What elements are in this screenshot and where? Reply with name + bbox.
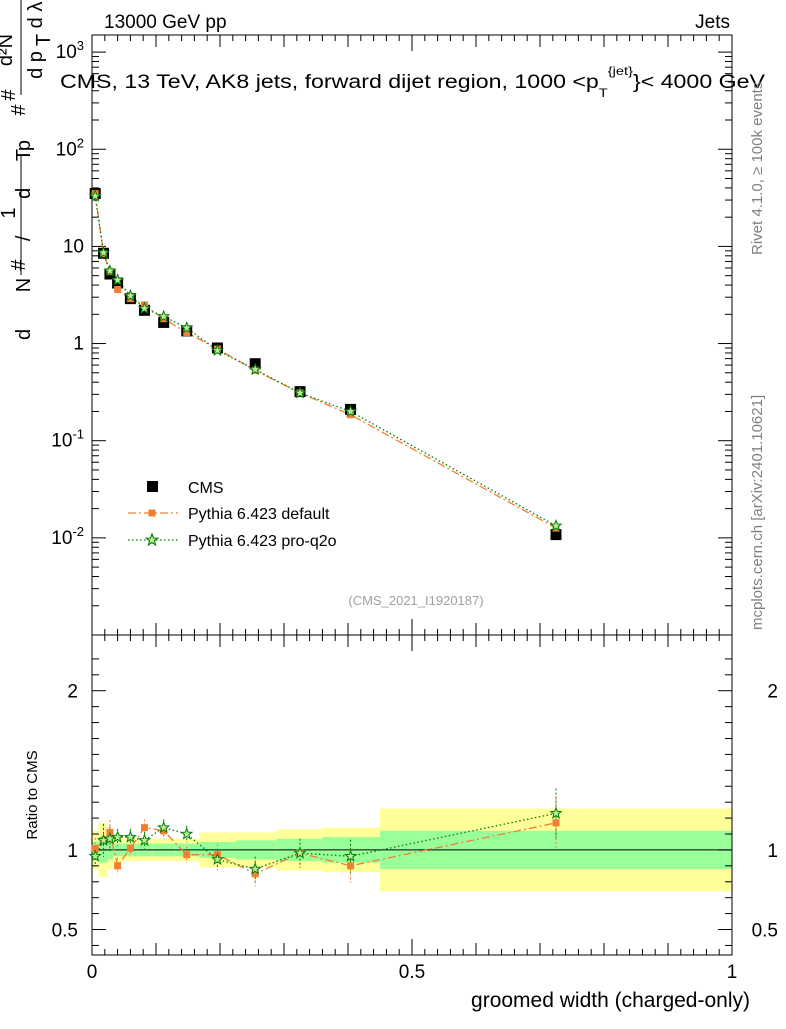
ratio-point-pythia-proq2o bbox=[88, 849, 102, 862]
ratio-point-pythia-proq2o bbox=[123, 830, 137, 843]
point-pythia-proq2o bbox=[343, 404, 358, 418]
ratio-point-pythia-default bbox=[552, 819, 560, 827]
x-tick-label: 0 bbox=[87, 962, 98, 983]
main-y-axis-label: # d N / d p T 1 # d p T d λ # d²N bbox=[0, 0, 55, 340]
legend-label-cms: CMS bbox=[188, 480, 224, 497]
legend-marker-default bbox=[148, 509, 156, 517]
point-pythia-proq2o bbox=[549, 518, 563, 532]
ratio-point-pythia-proq2o bbox=[157, 820, 171, 834]
ratio-point-pythia-proq2o bbox=[111, 830, 125, 843]
point-pythia-default bbox=[183, 328, 191, 336]
point-pythia-proq2o bbox=[123, 288, 137, 302]
point-pythia-proq2o bbox=[88, 189, 102, 202]
legend: CMS Pythia 6.423 default Pythia 6.423 pr… bbox=[128, 480, 337, 550]
svg-text:d²N: d²N bbox=[0, 34, 17, 66]
point-pythia-proq2o bbox=[293, 386, 307, 399]
point-cms bbox=[550, 529, 562, 541]
ratio-point-pythia-default bbox=[251, 870, 259, 878]
line-pythia-proq2o bbox=[94, 195, 557, 527]
point-pythia-proq2o bbox=[103, 263, 117, 277]
ratio-point-pythia-default bbox=[114, 862, 122, 870]
ratio-y-tick-label-right: 1 bbox=[767, 841, 778, 862]
svg-text:#: # bbox=[0, 89, 20, 101]
legend-marker-cms bbox=[147, 481, 158, 492]
point-pythia-default bbox=[347, 411, 355, 419]
ratio-point-pythia-default bbox=[183, 851, 191, 859]
y-tick-label: 10 bbox=[63, 236, 84, 257]
ratio-y-axis-label: Ratio to CMS bbox=[24, 750, 41, 839]
analysis-watermark: (CMS_2021_I1920187) bbox=[348, 593, 483, 608]
svg-text:#: # bbox=[8, 259, 30, 271]
rivet-version-label: Rivet 4.1.0, ≥ 100k events bbox=[749, 82, 766, 255]
legend-label-proq2o: Pythia 6.423 pro-q2o bbox=[188, 533, 337, 550]
ratio-point-pythia-default bbox=[140, 824, 148, 832]
point-pythia-proq2o bbox=[180, 320, 194, 334]
mcplots-reference-label: mcplots.cern.ch [arXiv:2401.10621] bbox=[749, 395, 766, 630]
point-pythia-proq2o bbox=[96, 245, 111, 259]
y-tick-label: 102 bbox=[56, 135, 84, 160]
legend-marker-proq2o bbox=[144, 532, 160, 547]
ratio-y-tick-label: 1 bbox=[67, 841, 78, 862]
ratio-point-pythia-proq2o bbox=[343, 849, 358, 862]
ratio-point-pythia-default bbox=[160, 827, 168, 835]
y-tick-label: 10-2 bbox=[51, 524, 84, 549]
point-cms bbox=[158, 316, 170, 328]
point-pythia-proq2o bbox=[210, 343, 225, 357]
point-pythia-proq2o bbox=[137, 301, 152, 315]
svg-text:d N / d p: d N / d p bbox=[13, 140, 35, 340]
svg-text:#: # bbox=[8, 104, 30, 116]
ratio-point-pythia-default bbox=[91, 844, 99, 852]
axis-ticks: 10-2 10-1 1 10 102 103 0 0.5 1 0.5 0.5 1 1 2 2 bbox=[51, 35, 778, 983]
ratio-point-pythia-proq2o bbox=[180, 827, 194, 840]
ratio-y-tick-label: 0.5 bbox=[52, 921, 78, 942]
point-pythia-proq2o bbox=[111, 273, 125, 286]
ratio-y-tick-label: 2 bbox=[67, 682, 78, 703]
ratio-point-pythia-default bbox=[126, 844, 134, 852]
ratio-point-pythia-proq2o bbox=[248, 862, 262, 875]
data-series bbox=[88, 188, 563, 887]
ratio-point-pythia-proq2o bbox=[293, 846, 307, 859]
ratio-point-pythia-proq2o bbox=[137, 833, 152, 846]
x-tick-label: 1 bbox=[727, 962, 738, 983]
x-axis-label: groomed width (charged-only) bbox=[471, 989, 750, 1012]
svg-text:d λ: d λ bbox=[25, 2, 47, 29]
point-pythia-default bbox=[114, 286, 122, 294]
point-cms bbox=[112, 277, 124, 289]
ratio-point-pythia-proq2o bbox=[549, 806, 563, 819]
point-pythia-proq2o bbox=[248, 362, 262, 376]
legend-label-default: Pythia 6.423 default bbox=[188, 506, 330, 523]
ratio-y-tick-label-right: 2 bbox=[767, 682, 778, 703]
svg-text:T: T bbox=[13, 149, 35, 161]
svg-text:T: T bbox=[33, 34, 55, 46]
beam-label: 13000 GeV pp bbox=[104, 12, 227, 33]
point-pythia-proq2o bbox=[157, 309, 171, 323]
ratio-plot-frame bbox=[91, 634, 733, 956]
category-label: Jets bbox=[695, 12, 730, 33]
svg-text:d p: d p bbox=[25, 51, 47, 79]
plot-title: CMS, 13 TeV, AK8 jets, forward dijet reg… bbox=[60, 64, 765, 100]
ratio-point-pythia-proq2o bbox=[210, 852, 225, 866]
y-tick-label: 103 bbox=[56, 38, 84, 63]
x-tick-label: 0.5 bbox=[399, 962, 425, 983]
ratio-y-tick-label-right: 0.5 bbox=[752, 921, 778, 942]
svg-text:1: 1 bbox=[0, 207, 20, 218]
y-tick-label: 10-1 bbox=[51, 427, 84, 452]
line-pythia-default bbox=[94, 193, 557, 529]
ratio-point-pythia-default bbox=[347, 862, 355, 870]
y-tick-label: 1 bbox=[73, 334, 84, 355]
